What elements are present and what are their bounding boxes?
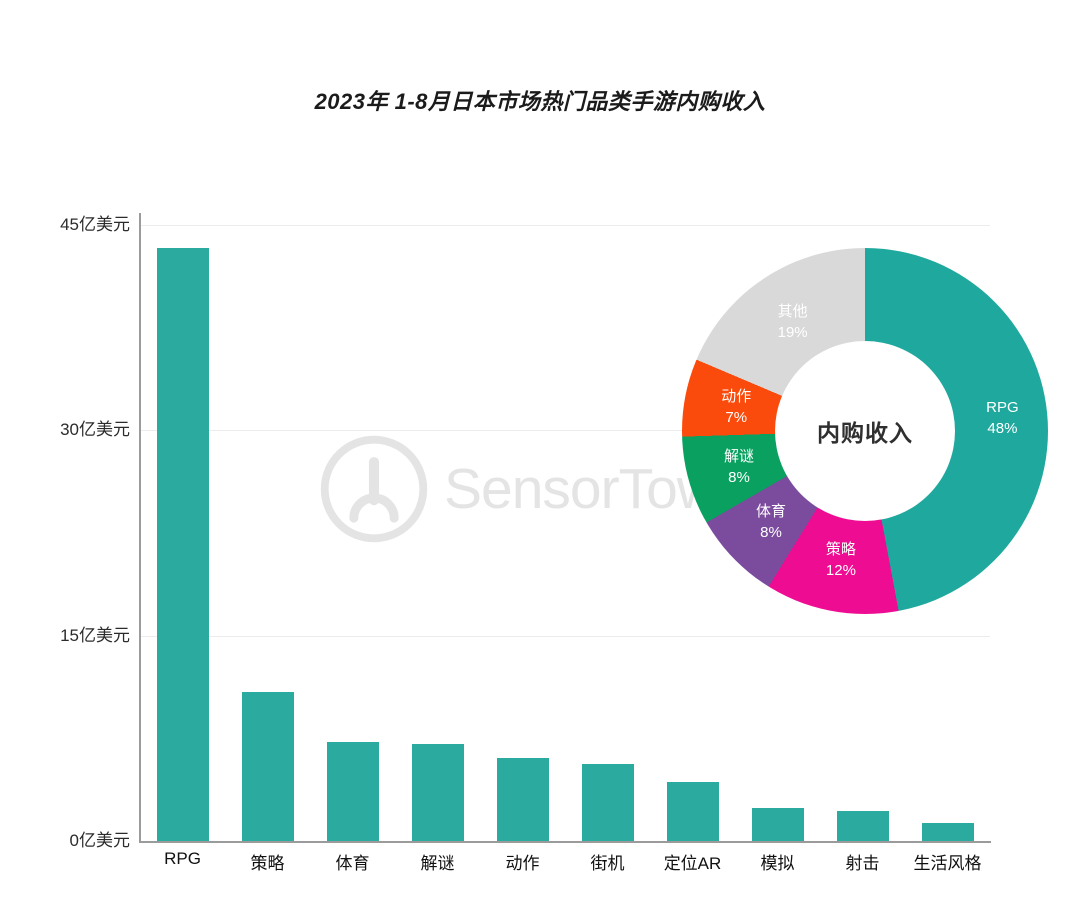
slice-name: RPG xyxy=(986,399,1019,417)
bar-解谜 xyxy=(411,743,464,841)
donut-center-label: 内购收入 xyxy=(817,420,913,446)
bar-射击 xyxy=(836,810,889,841)
slice-percent: 12% xyxy=(825,561,856,579)
donut-slice-label-体育: 体育 8% xyxy=(756,501,786,543)
x-axis-label-体育: 体育 xyxy=(335,854,370,873)
x-axis-label-定位AR: 定位AR xyxy=(663,854,722,873)
x-axis-label-动作: 动作 xyxy=(505,854,540,873)
bar-cell-动作 xyxy=(480,225,565,841)
bar-cell-策略 xyxy=(225,225,310,841)
bar-cell-体育 xyxy=(310,225,395,841)
x-axis-label-RPG: RPG xyxy=(164,849,201,868)
donut-chart: RPG 48% 策略 12% 体育 8% 解谜 8% 动作 7% 其他 19% 内购收入 xyxy=(682,248,1048,614)
gridline-30 xyxy=(140,430,990,432)
bar-cell-解谜 xyxy=(395,225,480,841)
chart-title: 2023年 1-8月日本市场热门品类手游内购收入 xyxy=(314,89,766,114)
bar-cell-街机 xyxy=(565,225,650,841)
bar-cell-RPG xyxy=(140,225,225,841)
x-axis-label-策略: 策略 xyxy=(250,854,285,873)
y-axis-label-0: 0亿美元 xyxy=(69,831,130,850)
bar-cell-生活风格 xyxy=(905,225,990,841)
slice-name: 体育 xyxy=(755,503,786,521)
x-axis-label-街机: 街机 xyxy=(590,854,625,873)
donut-slice-label-RPG: RPG 48% xyxy=(986,397,1019,439)
donut-hole xyxy=(775,341,955,521)
bar-街机 xyxy=(581,764,634,841)
slice-name: 其他 xyxy=(777,302,808,320)
y-axis-label-15: 15亿美元 xyxy=(60,625,130,645)
sensortower-logo-icon xyxy=(320,435,428,543)
donut-slice-label-解谜: 解谜 8% xyxy=(724,446,754,488)
x-axis-line xyxy=(139,841,991,843)
x-axis-labels: RPG 策略 体育 解谜 动作 街机 定位AR 模拟 射击 生活风格 xyxy=(140,849,990,874)
y-axis-label-30: 30亿美元 xyxy=(60,420,130,440)
bar-cell-射击 xyxy=(820,225,905,841)
slice-name: 策略 xyxy=(825,540,856,558)
bar-chart-plot xyxy=(140,225,990,841)
bar-cell-定位AR xyxy=(650,225,735,841)
slice-percent: 8% xyxy=(760,524,782,542)
slice-percent: 19% xyxy=(777,323,808,341)
bars xyxy=(140,225,990,841)
bar-动作 xyxy=(496,757,549,841)
y-axis-line xyxy=(139,213,141,843)
x-axis-label-解谜: 解谜 xyxy=(420,854,455,873)
slice-percent: 7% xyxy=(725,408,748,426)
bar-体育 xyxy=(326,742,379,841)
bar-RPG xyxy=(156,248,209,841)
x-axis-label-射击: 射击 xyxy=(845,854,880,873)
donut-slice-label-动作: 动作 7% xyxy=(721,386,751,428)
donut-slice-label-其他: 其他 19% xyxy=(778,301,808,343)
x-axis-label-模拟: 模拟 xyxy=(760,854,795,873)
bar-生活风格 xyxy=(921,823,974,841)
donut-slice-label-策略: 策略 12% xyxy=(826,539,856,581)
slice-percent: 48% xyxy=(987,420,1018,438)
x-axis-label-生活风格: 生活风格 xyxy=(913,854,982,873)
bar-模拟 xyxy=(751,808,804,841)
gridline-15 xyxy=(140,635,990,637)
gridline-45 xyxy=(140,225,990,226)
slice-name: 解谜 xyxy=(723,447,755,465)
bar-定位AR xyxy=(666,782,719,841)
slice-name: 动作 xyxy=(721,387,752,405)
y-axis-label-45: 45亿美元 xyxy=(60,215,130,234)
bar-策略 xyxy=(241,691,294,841)
bar-cell-模拟 xyxy=(735,225,820,841)
slice-percent: 8% xyxy=(728,468,750,486)
